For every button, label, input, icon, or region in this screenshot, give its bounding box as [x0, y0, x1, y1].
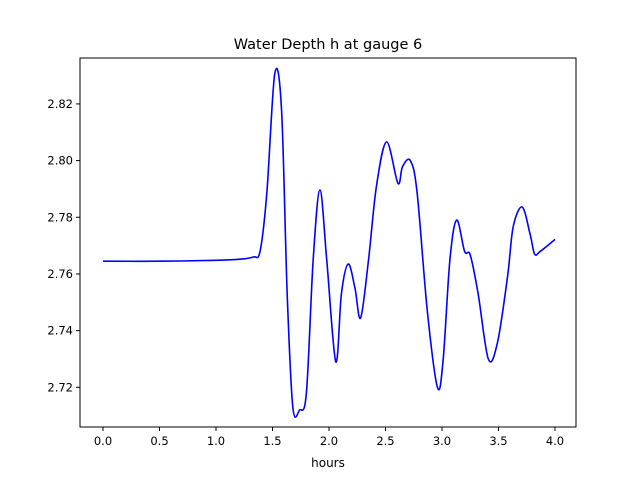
- x-tick-label: 3.5: [489, 434, 507, 448]
- x-tick-label: 1.0: [207, 434, 225, 448]
- x-tick-label: 0.0: [94, 434, 112, 448]
- y-axis: 2.72 2.74 2.76 2.78 2.80 2.82: [47, 97, 80, 394]
- y-tick-label: 2.78: [47, 210, 73, 224]
- x-tick-label: 1.5: [263, 434, 281, 448]
- y-tick-label: 2.80: [47, 154, 73, 168]
- x-tick-label: 0.5: [150, 434, 168, 448]
- x-axis-label: hours: [311, 456, 345, 470]
- chart-title: Water Depth h at gauge 6: [234, 37, 422, 53]
- y-tick-label: 2.82: [47, 97, 73, 111]
- x-tick-label: 4.0: [546, 434, 564, 448]
- y-tick-label: 2.74: [47, 324, 73, 338]
- x-tick-label: 2.5: [376, 434, 394, 448]
- series-line-h: [102, 67, 556, 418]
- y-tick-label: 2.76: [47, 267, 73, 281]
- x-axis: 0.0 0.5 1.0 1.5 2.0 2.5 3.0 3.5 4.0: [94, 427, 564, 448]
- x-tick-label: 2.0: [320, 434, 338, 448]
- y-tick-label: 2.72: [47, 380, 73, 394]
- series-layer: [102, 67, 556, 418]
- axes-frame: [79, 57, 577, 428]
- x-tick-label: 3.0: [433, 434, 451, 448]
